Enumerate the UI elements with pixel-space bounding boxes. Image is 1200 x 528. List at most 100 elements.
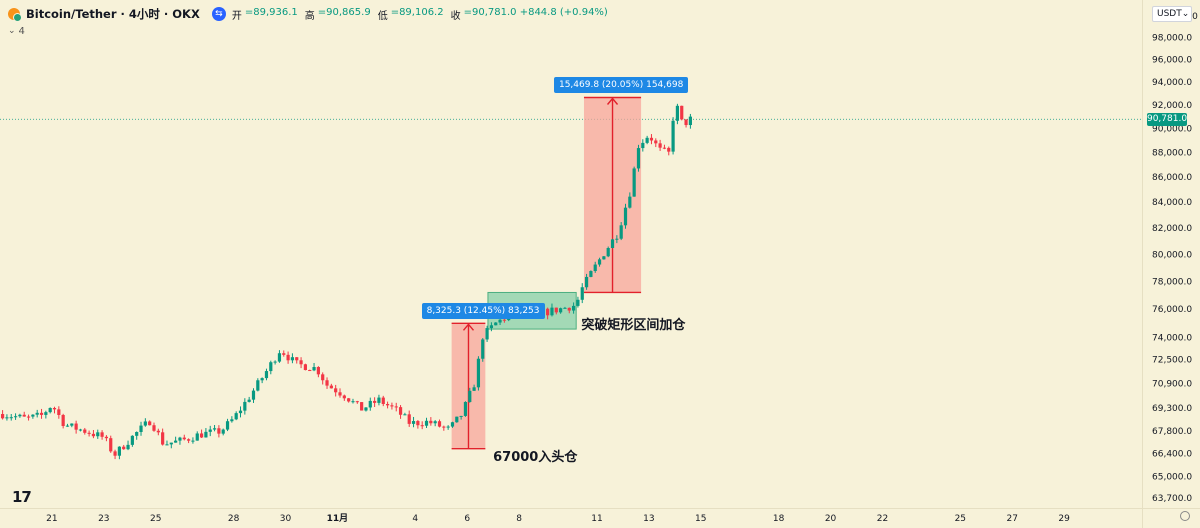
candle-body — [680, 105, 684, 120]
candle-body — [221, 429, 225, 434]
candle-body — [351, 401, 355, 403]
candle-body — [48, 407, 52, 413]
x-tick-label: 6 — [464, 514, 470, 524]
x-tick-label: 28 — [228, 514, 240, 524]
y-tick-label: 76,000.0 — [1152, 305, 1192, 315]
currency-value: USDT — [1157, 9, 1182, 19]
y-tick-label: 86,000.0 — [1152, 173, 1192, 183]
y-tick-label: 67,800.0 — [1152, 427, 1192, 437]
candle-body — [104, 436, 109, 439]
candle-body — [334, 388, 338, 393]
candle-body — [554, 307, 558, 313]
x-tick-label: 27 — [1007, 514, 1018, 524]
candle-body — [130, 435, 134, 445]
x-tick-label: 25 — [150, 514, 161, 524]
y-tick-label: 96,000.0 — [1152, 56, 1192, 66]
candle-body — [463, 401, 468, 416]
currency-select[interactable]: USDT ⌄ — [1152, 6, 1192, 22]
y-tick-label: 90,000.0 — [1152, 125, 1192, 135]
candle-body — [312, 367, 316, 371]
annotation-breakout[interactable]: 突破矩形区间加仓 — [581, 318, 686, 334]
candle-body — [225, 421, 230, 430]
y-tick-label: 82,000.0 — [1152, 224, 1192, 234]
candle-body — [559, 308, 563, 313]
candle-body — [667, 147, 671, 152]
measure-label-2[interactable]: 15,469.8 (20.05%) 154,698 — [553, 77, 689, 94]
bitcoin-logo-icon — [8, 8, 22, 22]
candle-body — [74, 423, 78, 430]
candle-body — [187, 439, 191, 441]
annotation-first-entry[interactable]: 67000入头仓 — [493, 449, 578, 465]
candle-body — [381, 397, 385, 405]
y-tick-label: 65,000.0 — [1152, 472, 1192, 482]
candle-body — [96, 432, 100, 437]
y-tick-label: 78,000.0 — [1152, 277, 1192, 287]
candle-body — [31, 414, 35, 417]
x-tick-label: 4 — [412, 514, 418, 524]
ohlc-open-value: =89,936.1 — [244, 6, 298, 18]
y-tick-label: 88,000.0 — [1152, 149, 1192, 159]
candle-body — [654, 140, 658, 144]
x-tick-label: 23 — [98, 514, 109, 524]
candle-body — [109, 438, 113, 452]
candle-body — [390, 405, 394, 407]
candle-body — [321, 374, 325, 381]
candle-body — [602, 256, 606, 260]
candle-body — [156, 430, 160, 433]
candle-body — [256, 380, 260, 391]
candle-body — [139, 425, 143, 433]
y-tick-label: 84,000.0 — [1152, 198, 1192, 208]
candle-body — [117, 446, 121, 456]
y-tick-label: 72,500.0 — [1152, 356, 1192, 366]
y-tick-label: 70,900.0 — [1152, 379, 1192, 389]
candle-body — [122, 446, 126, 450]
candle-body — [87, 432, 91, 434]
candle-body — [91, 433, 96, 437]
candle-body — [481, 339, 485, 359]
symbol-title[interactable]: Bitcoin/Tether · 4小时 · OKX — [26, 7, 200, 21]
candle-body — [148, 421, 152, 426]
candle-body — [649, 137, 654, 141]
candle-body — [636, 148, 641, 169]
y-tick-label: 74,000.0 — [1152, 334, 1192, 344]
candle-body — [502, 319, 506, 321]
candle-body — [260, 378, 264, 381]
candle-body — [286, 354, 290, 361]
candle-body — [39, 412, 44, 415]
settings-icon[interactable] — [1180, 511, 1190, 521]
candle-body — [632, 168, 636, 197]
candle-body — [455, 416, 459, 423]
candle-body — [282, 353, 286, 355]
candle-body — [52, 407, 57, 410]
candle-body — [468, 390, 472, 402]
candle-body — [264, 371, 269, 379]
ohlc-high-label: 高 — [304, 10, 315, 22]
candle-body — [273, 361, 277, 363]
candle-body — [135, 432, 139, 436]
x-tick-label: 18 — [773, 514, 785, 524]
candle-body — [416, 421, 420, 426]
candle-body — [44, 412, 48, 415]
candle-body — [355, 401, 359, 403]
y-tick-label: 66,400.0 — [1152, 450, 1192, 460]
y-tick-label: 98,000.0 — [1152, 34, 1192, 44]
measure-label-1[interactable]: 8,325.3 (12.45%) 83,253 — [421, 303, 545, 320]
candle-body — [420, 425, 424, 427]
candle-body — [619, 225, 623, 239]
candle-body — [584, 276, 589, 288]
candle-body — [325, 380, 329, 386]
candle-body — [316, 367, 320, 375]
chevron-down-icon: ⌄ — [8, 26, 16, 36]
candle-body — [364, 407, 368, 411]
measure-arrow-head — [462, 323, 475, 331]
current-price-tag: 90,781.0 — [1146, 112, 1188, 126]
indicators-toggle[interactable]: ⌄ 4 — [8, 24, 25, 38]
x-tick-label: 15 — [695, 514, 706, 524]
measure-arrow-head — [606, 97, 619, 105]
tradingview-logo-icon[interactable]: 17 — [12, 488, 32, 506]
x-tick-label: 21 — [46, 514, 57, 524]
candle-body — [385, 404, 390, 406]
candle-body — [563, 307, 567, 309]
candle-body — [671, 120, 675, 152]
